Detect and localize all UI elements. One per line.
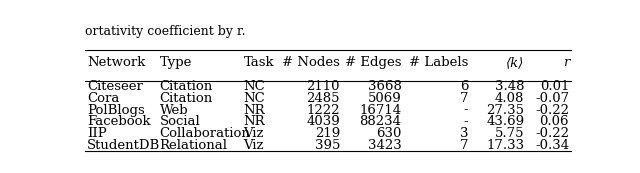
Text: 0.01: 0.01 <box>540 80 569 93</box>
Text: Viz: Viz <box>243 139 264 152</box>
Text: ortativity coefficient by r.: ortativity coefficient by r. <box>85 25 246 38</box>
Text: Cora: Cora <box>87 92 119 105</box>
Text: Social: Social <box>159 115 200 128</box>
Text: NC: NC <box>243 80 265 93</box>
Text: Type: Type <box>159 56 192 69</box>
Text: # Nodes: # Nodes <box>282 56 340 69</box>
Text: 395: 395 <box>315 139 340 152</box>
Text: Citation: Citation <box>159 92 213 105</box>
Text: # Edges: # Edges <box>345 56 401 69</box>
Text: -0.22: -0.22 <box>535 127 569 140</box>
Text: 3423: 3423 <box>368 139 401 152</box>
Text: PolBlogs: PolBlogs <box>87 104 145 117</box>
Text: 16714: 16714 <box>359 104 401 117</box>
Text: Citeseer: Citeseer <box>87 80 143 93</box>
Text: 5069: 5069 <box>368 92 401 105</box>
Text: 4039: 4039 <box>306 115 340 128</box>
Text: StudentDB: StudentDB <box>87 139 160 152</box>
Text: 2110: 2110 <box>307 80 340 93</box>
Text: NC: NC <box>243 92 265 105</box>
Text: Viz: Viz <box>243 127 264 140</box>
Text: -0.22: -0.22 <box>535 104 569 117</box>
Text: 630: 630 <box>376 127 401 140</box>
Text: 4.08: 4.08 <box>495 92 524 105</box>
Text: 7: 7 <box>460 92 468 105</box>
Text: Citation: Citation <box>159 80 213 93</box>
Text: -: - <box>464 104 468 117</box>
Text: # Labels: # Labels <box>409 56 468 69</box>
Text: Collaboration: Collaboration <box>159 127 250 140</box>
Text: -: - <box>464 115 468 128</box>
Text: Task: Task <box>243 56 274 69</box>
Text: Network: Network <box>87 56 145 69</box>
Text: 27.35: 27.35 <box>486 104 524 117</box>
Text: Facebook: Facebook <box>87 115 150 128</box>
Text: 43.69: 43.69 <box>486 115 524 128</box>
Text: NR: NR <box>243 115 265 128</box>
Text: NR: NR <box>243 104 265 117</box>
Text: IIP: IIP <box>87 127 107 140</box>
Text: 3.48: 3.48 <box>495 80 524 93</box>
Text: Relational: Relational <box>159 139 228 152</box>
Text: 3: 3 <box>460 127 468 140</box>
Text: 5.75: 5.75 <box>495 127 524 140</box>
Text: 3668: 3668 <box>367 80 401 93</box>
Text: r: r <box>563 56 569 69</box>
Text: 0.06: 0.06 <box>540 115 569 128</box>
Text: -0.34: -0.34 <box>535 139 569 152</box>
Text: 2485: 2485 <box>307 92 340 105</box>
Text: 1222: 1222 <box>307 104 340 117</box>
Text: 219: 219 <box>315 127 340 140</box>
Text: 6: 6 <box>460 80 468 93</box>
Text: 7: 7 <box>460 139 468 152</box>
Text: -0.07: -0.07 <box>535 92 569 105</box>
Text: 88234: 88234 <box>360 115 401 128</box>
Text: ⟨k⟩: ⟨k⟩ <box>506 56 524 69</box>
Text: 17.33: 17.33 <box>486 139 524 152</box>
Text: Web: Web <box>159 104 188 117</box>
